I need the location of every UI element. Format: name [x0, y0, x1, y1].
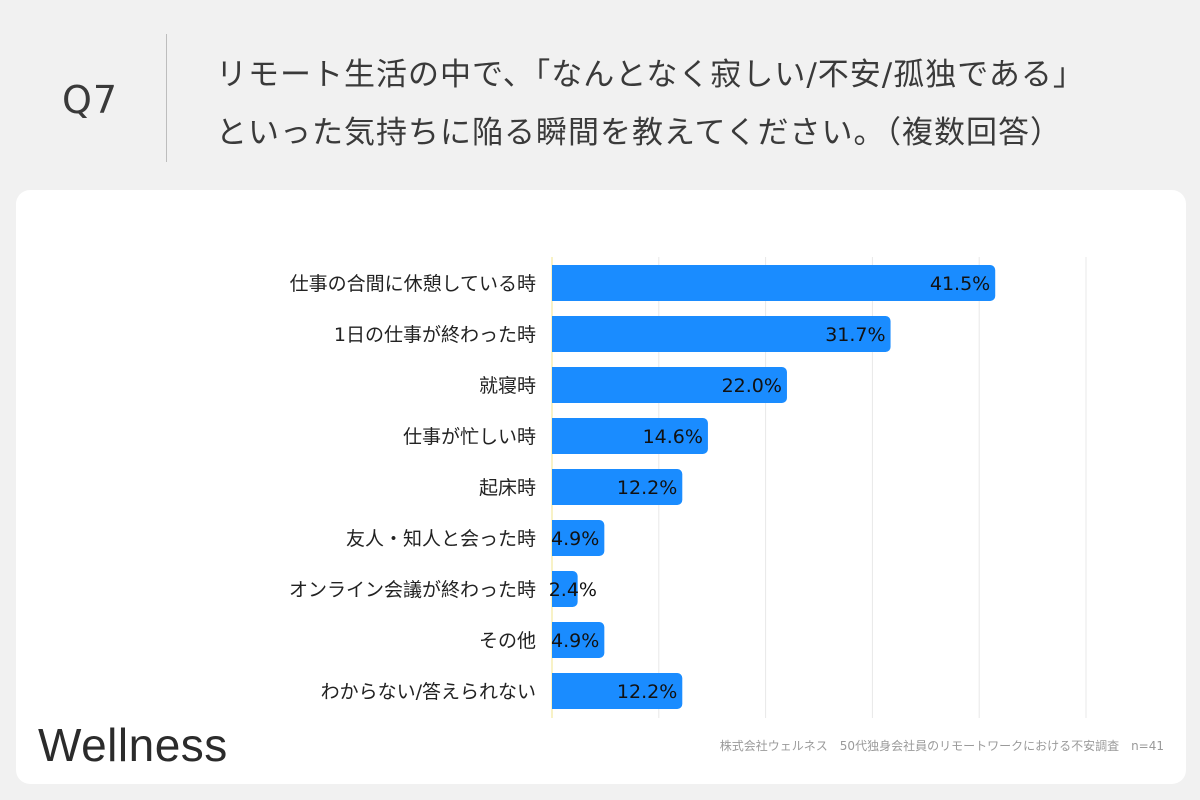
- bar-left-edge: [552, 469, 558, 505]
- value-label: 12.2%: [617, 477, 677, 499]
- category-label: 友人・知人と会った時: [346, 528, 536, 550]
- category-label: 起床時: [479, 477, 536, 499]
- value-label: 22.0%: [722, 375, 782, 397]
- bar: [552, 571, 578, 607]
- bar-left-edge: [552, 571, 558, 607]
- value-label: 4.9%: [551, 528, 599, 550]
- bar: [552, 469, 683, 505]
- bar-left-edge: [552, 418, 558, 454]
- category-label: オンライン会議が終わった時: [289, 579, 536, 601]
- bar-left-edge: [552, 622, 558, 658]
- header-divider: [166, 34, 167, 162]
- bar: [552, 316, 891, 352]
- survey-footnote: 株式会社ウェルネス 50代独身会社員のリモートワークにおける不安調査 n=41: [719, 739, 1164, 753]
- bar: [552, 367, 787, 403]
- category-label: わからない/答えられない: [321, 681, 536, 703]
- category-label: 就寝時: [479, 375, 536, 397]
- category-label: 仕事の合間に休憩している時: [290, 273, 536, 295]
- question-line-1: リモート生活の中で、「なんとなく寂しい/不安/孤独である」: [216, 57, 1085, 93]
- category-label: その他: [479, 630, 536, 652]
- value-label: 4.9%: [551, 630, 599, 652]
- question-header: Q7 リモート生活の中で、「なんとなく寂しい/不安/孤独である」 といった気持ち…: [0, 0, 1200, 190]
- bar: [552, 520, 605, 556]
- value-label: 41.5%: [930, 273, 990, 295]
- bar-left-edge: [552, 316, 558, 352]
- value-label: 14.6%: [643, 426, 703, 448]
- question-line-2: といった気持ちに陥る瞬間を教えてください。（複数回答）: [216, 115, 1063, 151]
- bar-left-edge: [552, 673, 558, 709]
- bar-left-edge: [552, 367, 558, 403]
- value-label: 12.2%: [617, 681, 677, 703]
- category-label: 1日の仕事が終わった時: [334, 324, 536, 346]
- bar: [552, 622, 605, 658]
- bar-left-edge: [552, 265, 558, 301]
- chart-card: 仕事の合間に休憩している時 41.5% 1日の仕事が終わった時 31.7% 就寝時 22.…: [16, 190, 1186, 784]
- value-label: 31.7%: [825, 324, 885, 346]
- category-label: 仕事が忙しい時: [403, 426, 536, 448]
- bar: [552, 418, 708, 454]
- value-label: 2.4%: [549, 579, 597, 601]
- bar: [552, 265, 996, 301]
- brand-logo: Wellness: [38, 719, 228, 771]
- question-number: Q7: [62, 78, 119, 122]
- question-text: リモート生活の中で、「なんとなく寂しい/不安/孤独である」 といった気持ちに陥る…: [216, 46, 1176, 162]
- bar: [552, 673, 683, 709]
- bar-left-edge: [552, 520, 558, 556]
- bar-chart: 仕事の合間に休憩している時 41.5% 1日の仕事が終わった時 31.7% 就寝時 22.…: [289, 257, 1087, 718]
